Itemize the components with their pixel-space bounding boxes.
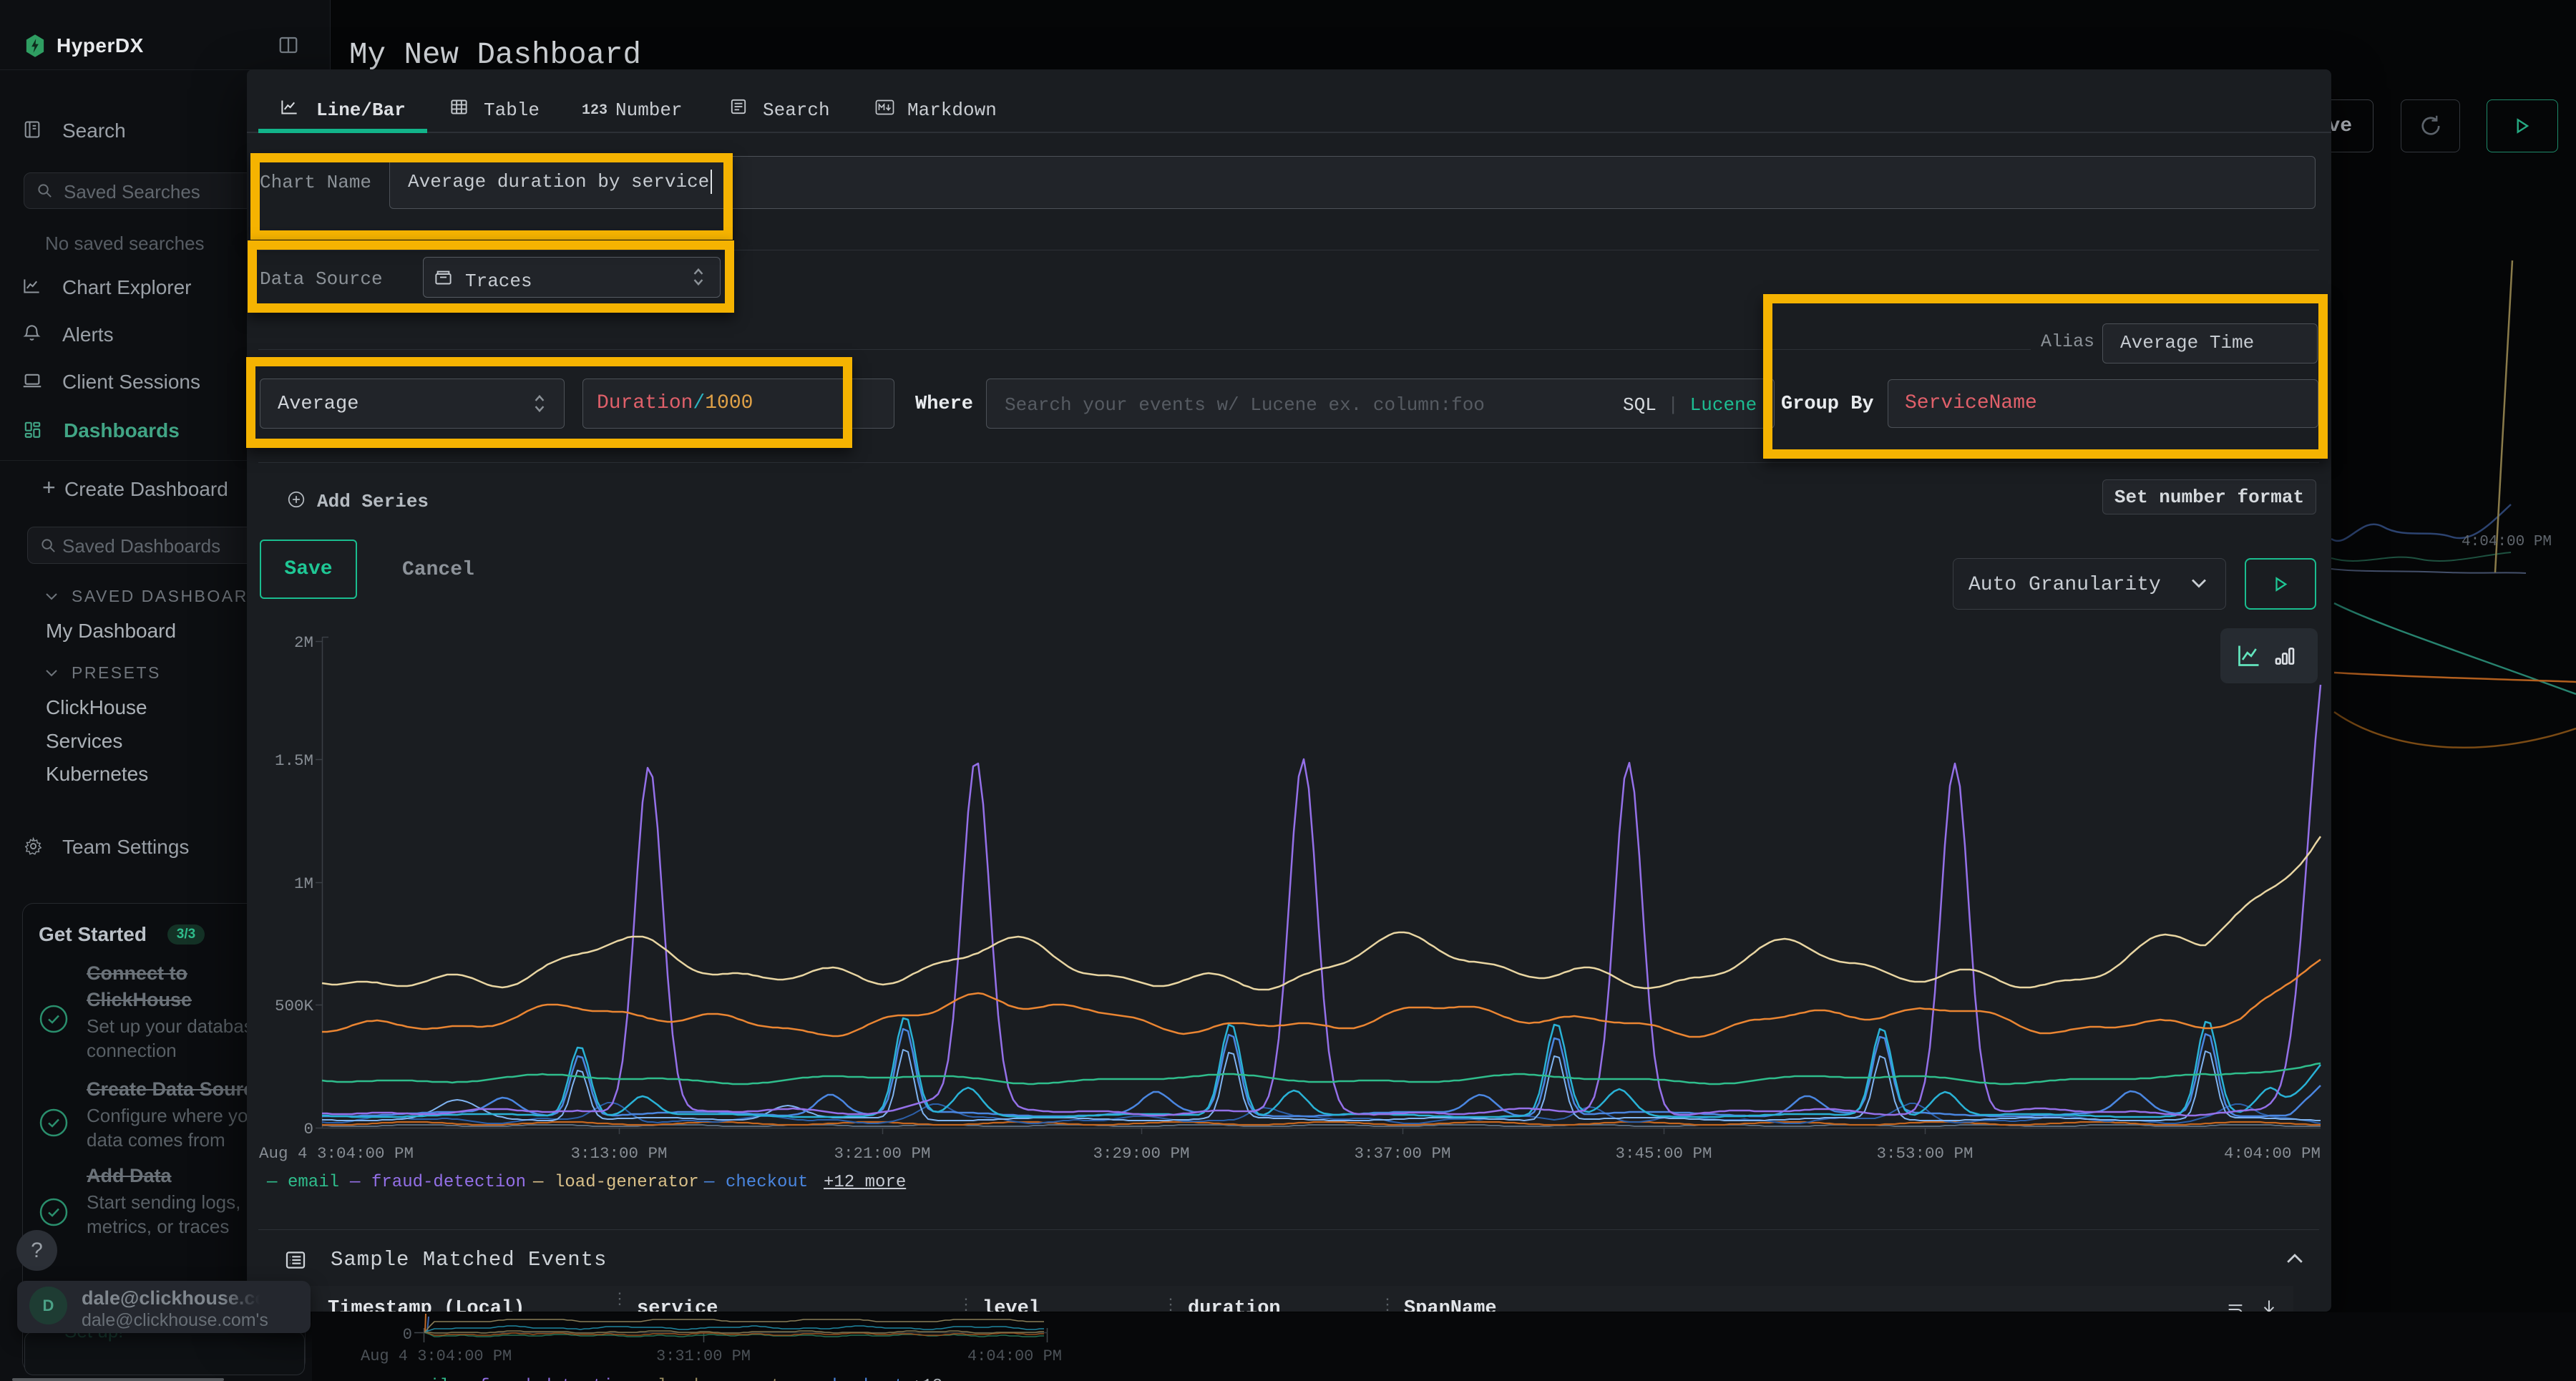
svg-text:+12 more: +12 more: [912, 1377, 994, 1381]
svg-text:3:53:00 PM: 3:53:00 PM: [1876, 1144, 1973, 1163]
svg-text:0: 0: [403, 1326, 412, 1344]
svg-text:2M: 2M: [294, 633, 313, 652]
svg-text:— fraud-detection: — fraud-detection: [458, 1377, 634, 1381]
svg-text:3:45:00 PM: 3:45:00 PM: [1615, 1144, 1712, 1163]
svg-text:Aug 4 3:04:00 PM: Aug 4 3:04:00 PM: [259, 1144, 414, 1163]
svg-text:3:29:00 PM: 3:29:00 PM: [1093, 1144, 1189, 1163]
svg-text:— load-generator: — load-generator: [636, 1377, 801, 1381]
svg-text:3:37:00 PM: 3:37:00 PM: [1354, 1144, 1450, 1163]
svg-text:4:04:00 PM: 4:04:00 PM: [2224, 1144, 2321, 1163]
svg-text:— email: — email: [377, 1377, 450, 1381]
svg-text:3:31:00 PM: 3:31:00 PM: [656, 1347, 751, 1365]
svg-text:3:21:00 PM: 3:21:00 PM: [834, 1144, 930, 1163]
svg-text:— checkout: — checkout: [801, 1377, 904, 1381]
svg-text:Aug 4 3:04:00 PM: Aug 4 3:04:00 PM: [361, 1347, 512, 1365]
svg-text:1.5M: 1.5M: [275, 751, 313, 770]
svg-text:3:13:00 PM: 3:13:00 PM: [570, 1144, 667, 1163]
svg-text:1M: 1M: [294, 874, 313, 893]
svg-text:4:04:00 PM: 4:04:00 PM: [2462, 534, 2552, 550]
svg-text:0: 0: [303, 1120, 313, 1138]
svg-text:4:04:00 PM: 4:04:00 PM: [967, 1347, 1062, 1365]
svg-text:500K: 500K: [275, 997, 314, 1015]
